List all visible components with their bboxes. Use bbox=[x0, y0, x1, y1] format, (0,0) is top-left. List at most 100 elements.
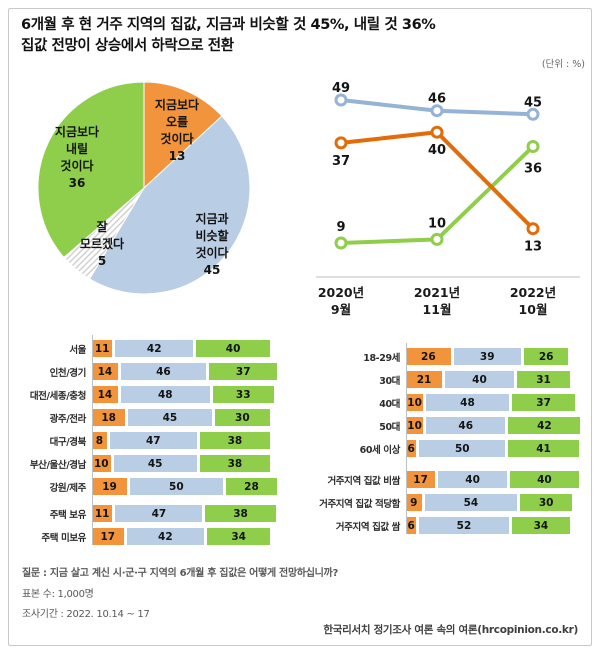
row-label: 40대 bbox=[379, 398, 400, 410]
table-row: 주택 보유 11 47 38 bbox=[14, 505, 277, 522]
marker-series-2-pt-2 bbox=[526, 140, 540, 153]
table-row: 거주지역 집값 비쌈 17 40 40 bbox=[296, 471, 580, 488]
table-row: 40대 10 48 37 bbox=[296, 394, 580, 411]
marker-series-2-pt-0 bbox=[334, 236, 348, 250]
table-row: 부산/울산/경남 10 45 38 bbox=[14, 455, 277, 472]
bar-segment-fall: 42 bbox=[508, 417, 581, 434]
stacked-bar: 9 54 30 bbox=[406, 494, 572, 511]
value-label-series-1-pt-1: 40 bbox=[428, 143, 446, 158]
stacked-bar: 6 52 34 bbox=[406, 517, 571, 534]
row-label: 거주지역 집값 적당함 bbox=[319, 498, 400, 510]
y-axis-line bbox=[406, 343, 407, 534]
row-label: 18-29세 bbox=[363, 352, 400, 364]
bar-segment-fall: 33 bbox=[212, 386, 274, 403]
row-label: 30대 bbox=[379, 375, 400, 387]
row-label: 부산/울산/경남 bbox=[29, 459, 87, 471]
table-row: 60세 이상 6 50 41 bbox=[296, 440, 580, 457]
row-label: 강원/제주 bbox=[49, 482, 87, 494]
x-tick-2-0: 2022년 bbox=[510, 285, 556, 300]
bar-segment-rise: 14 bbox=[92, 386, 118, 403]
stacked-bar: 10 45 38 bbox=[92, 455, 271, 472]
line-chart: 2020년 9월 2021년 11월 2022년 10월 49 46 45 9 10 36 37 40 13 bbox=[300, 70, 590, 320]
table-row: 서울 11 42 40 bbox=[14, 340, 277, 357]
bar-segment-similar: 50 bbox=[130, 478, 223, 495]
bars-demographics-group-1: 거주지역 집값 비쌈 17 40 40 거주지역 집값 적당함 9 54 30 거주지역 집값 … bbox=[296, 471, 580, 534]
row-label: 주택 보유 bbox=[49, 509, 87, 521]
bar-segment-rise: 19 bbox=[92, 478, 128, 495]
bar-segment-similar: 47 bbox=[109, 432, 197, 449]
bar-segment-similar: 45 bbox=[128, 409, 212, 426]
table-row: 강원/제주 19 50 28 bbox=[14, 478, 278, 495]
stacked-bar: 26 39 26 bbox=[406, 348, 569, 365]
bar-segment-fall: 38 bbox=[199, 432, 271, 449]
pie-slice-similar bbox=[88, 115, 251, 295]
bar-segment-rise: 17 bbox=[406, 471, 436, 488]
bar-segment-similar: 40 bbox=[438, 471, 507, 488]
bar-segment-similar: 42 bbox=[126, 528, 205, 545]
stacked-bar: 11 47 38 bbox=[92, 505, 276, 522]
bar-segment-rise: 11 bbox=[92, 505, 113, 522]
bar-segment-rise: 21 bbox=[406, 371, 443, 388]
bar-segment-similar: 46 bbox=[426, 417, 506, 434]
row-label: 인천/경기 bbox=[49, 367, 87, 379]
value-label-series-2-pt-0: 9 bbox=[336, 220, 345, 235]
stacked-bar: 18 45 30 bbox=[92, 409, 271, 426]
stacked-bar: 21 40 31 bbox=[406, 371, 571, 388]
bar-segment-rise: 8 bbox=[92, 432, 107, 449]
bar-segment-fall: 34 bbox=[207, 528, 271, 545]
bar-chart-regions: 서울 11 42 40 인천/경기 14 46 37 대전/세종/충청 14 48 33 광주/전라 18… bbox=[14, 335, 278, 551]
bar-segment-rise: 6 bbox=[406, 440, 417, 457]
bars-regions-group-0: 서울 11 42 40 인천/경기 14 46 37 대전/세종/충청 14 48 33 광주/전라 18… bbox=[14, 340, 278, 495]
bar-segment-fall: 41 bbox=[508, 440, 579, 457]
bar-segment-rise: 10 bbox=[406, 417, 424, 434]
title-line-2: 집값 전망이 상승에서 하락으로 전환 bbox=[21, 38, 234, 54]
bar-segment-similar: 42 bbox=[115, 340, 194, 357]
bar-segment-similar: 54 bbox=[424, 494, 518, 511]
title-line-1: 6개월 후 현 거주 지역의 집값, 지금과 비슷할 것 45%, 내릴 것 3… bbox=[21, 17, 436, 33]
row-label: 대전/세종/충청 bbox=[29, 390, 87, 402]
stacked-bar: 6 50 41 bbox=[406, 440, 579, 457]
bars-regions-body: 서울 11 42 40 인천/경기 14 46 37 대전/세종/충청 14 48 33 광주/전라 18… bbox=[14, 335, 278, 545]
marker-series-1-pt-2 bbox=[526, 222, 540, 236]
row-label: 60세 이상 bbox=[359, 444, 401, 456]
x-tick-0-1: 9월 bbox=[331, 302, 351, 317]
footer-sample-size: 표본 수: 1,000명 bbox=[22, 589, 94, 600]
table-row: 광주/전라 18 45 30 bbox=[14, 409, 277, 426]
stacked-bar: 10 46 42 bbox=[406, 417, 581, 434]
bar-segment-fall: 38 bbox=[205, 505, 276, 522]
stacked-bar: 14 46 37 bbox=[92, 363, 278, 380]
stacked-bar: 14 48 33 bbox=[92, 386, 274, 403]
bar-segment-rise: 10 bbox=[406, 394, 424, 411]
table-row: 주택 미보유 17 42 34 bbox=[14, 528, 277, 545]
bar-segment-similar: 47 bbox=[115, 505, 203, 522]
x-tick-1-0: 2021년 bbox=[414, 285, 460, 300]
bar-segment-similar: 50 bbox=[419, 440, 506, 457]
bar-segment-similar: 52 bbox=[419, 517, 509, 534]
bar-segment-fall: 31 bbox=[516, 371, 571, 388]
pie-chart: 지금보다 오를 것이다 13 지금과 비슷할 것이다 45 잘 모르겠다 5 지금보다 내릴 것이다 36 bbox=[36, 80, 252, 296]
pie-label-fall: 지금보다 내릴 것이다 36 bbox=[54, 125, 100, 190]
bars-regions-group-1: 주택 보유 11 47 38 주택 미보유 17 42 34 bbox=[14, 505, 277, 545]
bar-segment-fall: 28 bbox=[225, 478, 278, 495]
bar-segment-similar: 46 bbox=[120, 363, 206, 380]
bar-segment-rise: 14 bbox=[92, 363, 118, 380]
footer-question: 질문 : 지금 살고 계신 시·군·구 지역의 6개월 후 집값은 어떻게 전망… bbox=[22, 568, 338, 579]
pie-slice-fall bbox=[37, 81, 145, 259]
value-label-series-2-pt-2: 36 bbox=[524, 162, 542, 177]
bar-segment-rise: 18 bbox=[92, 409, 126, 426]
bars-demographics-body: 18-29세 26 39 26 30대 21 40 31 40대 10 48 37 50대 10 46 42 6… bbox=[296, 343, 581, 534]
marker-series-0-pt-2 bbox=[526, 107, 540, 121]
row-label: 대구/경북 bbox=[49, 436, 87, 448]
bar-chart-demographics: 18-29세 26 39 26 30대 21 40 31 40대 10 48 37 50대 10 46 42 6… bbox=[296, 343, 581, 540]
bar-segment-similar: 45 bbox=[113, 455, 197, 472]
bar-segment-fall: 40 bbox=[196, 340, 271, 357]
x-tick-1-1: 11월 bbox=[423, 302, 452, 317]
stacked-bar: 10 48 37 bbox=[406, 394, 576, 411]
source-credit: 한국리서치 정기조사 여론 속의 여론(hrcopinion.co.kr) bbox=[323, 624, 578, 636]
pie-label-rise: 지금보다 오를 것이다 13 bbox=[154, 98, 200, 163]
stacked-bar: 19 50 28 bbox=[92, 478, 278, 495]
value-label-series-0-pt-0: 49 bbox=[332, 81, 350, 96]
marker-series-2-pt-1 bbox=[430, 232, 444, 246]
value-label-series-0-pt-1: 46 bbox=[428, 92, 446, 107]
bar-segment-fall: 26 bbox=[523, 348, 569, 365]
